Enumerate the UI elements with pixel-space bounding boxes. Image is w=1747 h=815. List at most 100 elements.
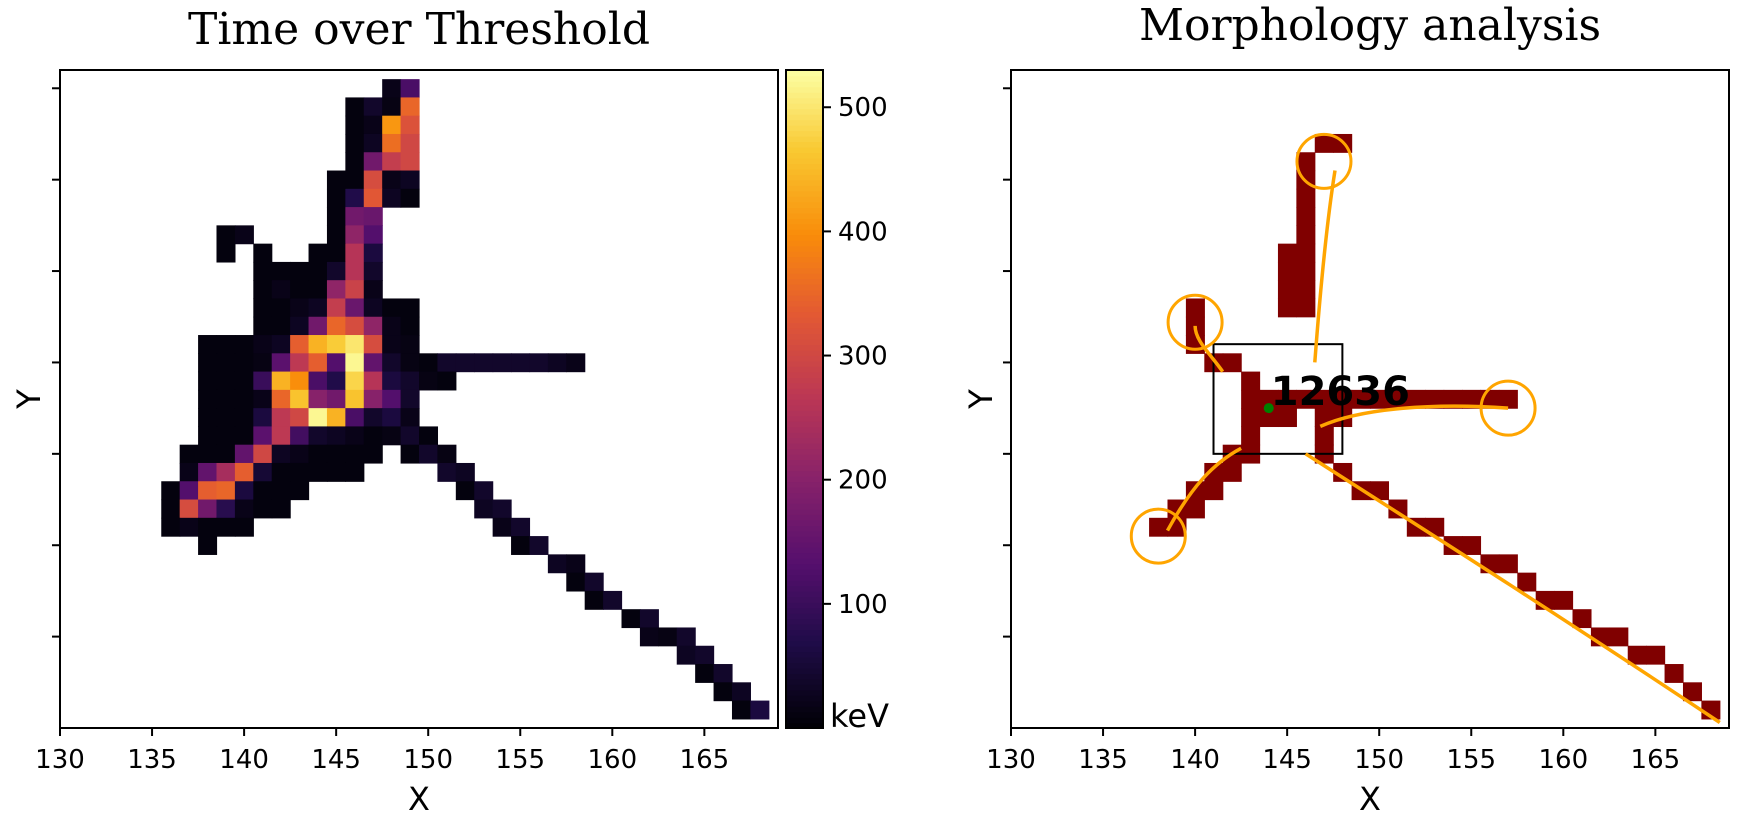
heatmap-pixel xyxy=(363,152,383,172)
heatmap-pixel xyxy=(455,462,475,482)
morphology-pixel xyxy=(1277,243,1297,263)
colorbar-segment xyxy=(786,256,823,263)
heatmap-pixel xyxy=(234,353,254,373)
colorbar-segment xyxy=(786,607,823,614)
heatmap-pixel xyxy=(179,481,199,501)
morphology-pixel xyxy=(1241,371,1261,391)
heatmap-pixel xyxy=(271,371,291,391)
heatmap-pixel xyxy=(731,682,751,702)
heatmap-pixel xyxy=(216,335,236,354)
heatmap-pixel xyxy=(179,444,199,464)
colorbar-tick-label: 500 xyxy=(838,93,888,123)
morphology-x-tick-label: 150 xyxy=(1354,745,1404,775)
heatmap-pixel xyxy=(326,316,346,336)
heatmap-pixel xyxy=(345,261,365,281)
colorbar-segment xyxy=(786,536,823,543)
heatmap-pixel xyxy=(198,426,218,446)
tot-heatmap-panel: Time over Threshold 130 135 140 145 150 155 16… xyxy=(10,4,779,815)
heatmap-pixel xyxy=(400,389,420,409)
heatmap-pixel xyxy=(400,133,420,153)
heatmap-pixel xyxy=(363,298,383,318)
colorbar-segment xyxy=(786,261,823,269)
colorbar-segment xyxy=(786,349,823,356)
morphology-pixel xyxy=(1185,298,1205,318)
heatmap-pixel xyxy=(363,280,383,300)
colorbar-segment xyxy=(786,481,823,488)
colorbar-segment xyxy=(786,399,823,406)
morphology-pixel xyxy=(1296,225,1316,245)
colorbar-segment xyxy=(786,579,823,587)
heatmap-pixel xyxy=(363,207,383,226)
colorbar-segment xyxy=(786,601,823,609)
heatmap-pixel xyxy=(363,389,383,409)
morphology-pixel xyxy=(1296,298,1316,318)
heatmap-pixel xyxy=(271,389,291,409)
heatmap-pixel xyxy=(584,572,604,592)
heatmap-pixel xyxy=(511,536,531,555)
tot-x-tick-label: 155 xyxy=(495,745,545,775)
heatmap-pixel xyxy=(345,371,365,391)
heatmap-pixel xyxy=(290,261,310,281)
heatmap-pixel xyxy=(198,462,218,482)
cluster-bounding-box xyxy=(1212,343,1344,455)
morphology-chart-title: Morphology analysis xyxy=(1139,0,1601,51)
heatmap-pixel xyxy=(529,353,549,373)
heatmap-pixel xyxy=(253,444,273,464)
colorbar-segment xyxy=(786,355,823,362)
colorbar-segment xyxy=(786,344,823,351)
heatmap-pixel xyxy=(419,444,439,464)
heatmap-pixel xyxy=(308,462,328,482)
colorbar-segment xyxy=(786,673,823,680)
colorbar-segment xyxy=(786,239,823,247)
heatmap-pixel xyxy=(216,517,236,537)
morphology-y-axis-label: Y xyxy=(962,389,1000,410)
colorbar-segment xyxy=(786,201,823,208)
colorbar-segment xyxy=(786,272,823,280)
heatmap-pixel xyxy=(234,517,254,537)
morphology-x-axis-label: X xyxy=(1359,780,1381,815)
colorbar-segment xyxy=(786,70,823,77)
heatmap-pixel xyxy=(474,481,494,501)
colorbar-segment xyxy=(786,420,823,428)
heatmap-pixel xyxy=(234,408,254,428)
morphology-pixel xyxy=(1149,517,1169,537)
heatmap-pixel xyxy=(345,225,365,245)
heatmap-pixel xyxy=(326,408,346,428)
morphology-panel: Morphology analysis 12636 130 135 140 145 15… xyxy=(962,0,1730,815)
colorbar-segment xyxy=(786,508,823,515)
colorbar-tick-label: 200 xyxy=(838,466,888,496)
morphology-pixel xyxy=(1204,481,1224,501)
heatmap-pixel xyxy=(179,499,199,519)
heatmap-pixel xyxy=(253,389,273,409)
morphology-pixel xyxy=(1296,243,1316,263)
colorbar-segment xyxy=(786,305,823,313)
morphology-x-tick-label: 140 xyxy=(1170,745,1220,775)
heatmap-pixel xyxy=(271,316,291,336)
heatmap-pixel xyxy=(161,481,181,501)
colorbar-segment xyxy=(786,152,823,159)
heatmap-pixel xyxy=(400,408,420,428)
tot-x-tick-label: 150 xyxy=(403,745,453,775)
colorbar-segment xyxy=(786,91,823,99)
colorbar-segment xyxy=(786,585,823,592)
endpoint-circle xyxy=(1129,507,1187,565)
colorbar-segment xyxy=(786,678,823,685)
heatmap-pixel xyxy=(400,371,420,391)
morphology-pixel xyxy=(1406,389,1426,409)
heatmap-pixel xyxy=(326,243,346,263)
heatmap-pixel xyxy=(345,170,365,190)
heatmap-pixel xyxy=(253,371,273,391)
heatmap-pixel xyxy=(603,590,623,610)
heatmap-pixel xyxy=(253,243,273,263)
colorbar-segment xyxy=(786,497,823,504)
morphology-pixel xyxy=(1277,389,1297,409)
colorbar-segment xyxy=(786,722,823,729)
heatmap-pixel xyxy=(566,554,586,574)
colorbar-segment xyxy=(786,97,823,104)
morphology-pixel xyxy=(1277,280,1297,300)
morphology-x-tick-label: 155 xyxy=(1446,745,1496,775)
heatmap-pixel xyxy=(290,371,310,391)
colorbar-segment xyxy=(786,196,823,203)
heatmap-pixel xyxy=(198,335,218,354)
colorbar-segment xyxy=(786,218,823,225)
